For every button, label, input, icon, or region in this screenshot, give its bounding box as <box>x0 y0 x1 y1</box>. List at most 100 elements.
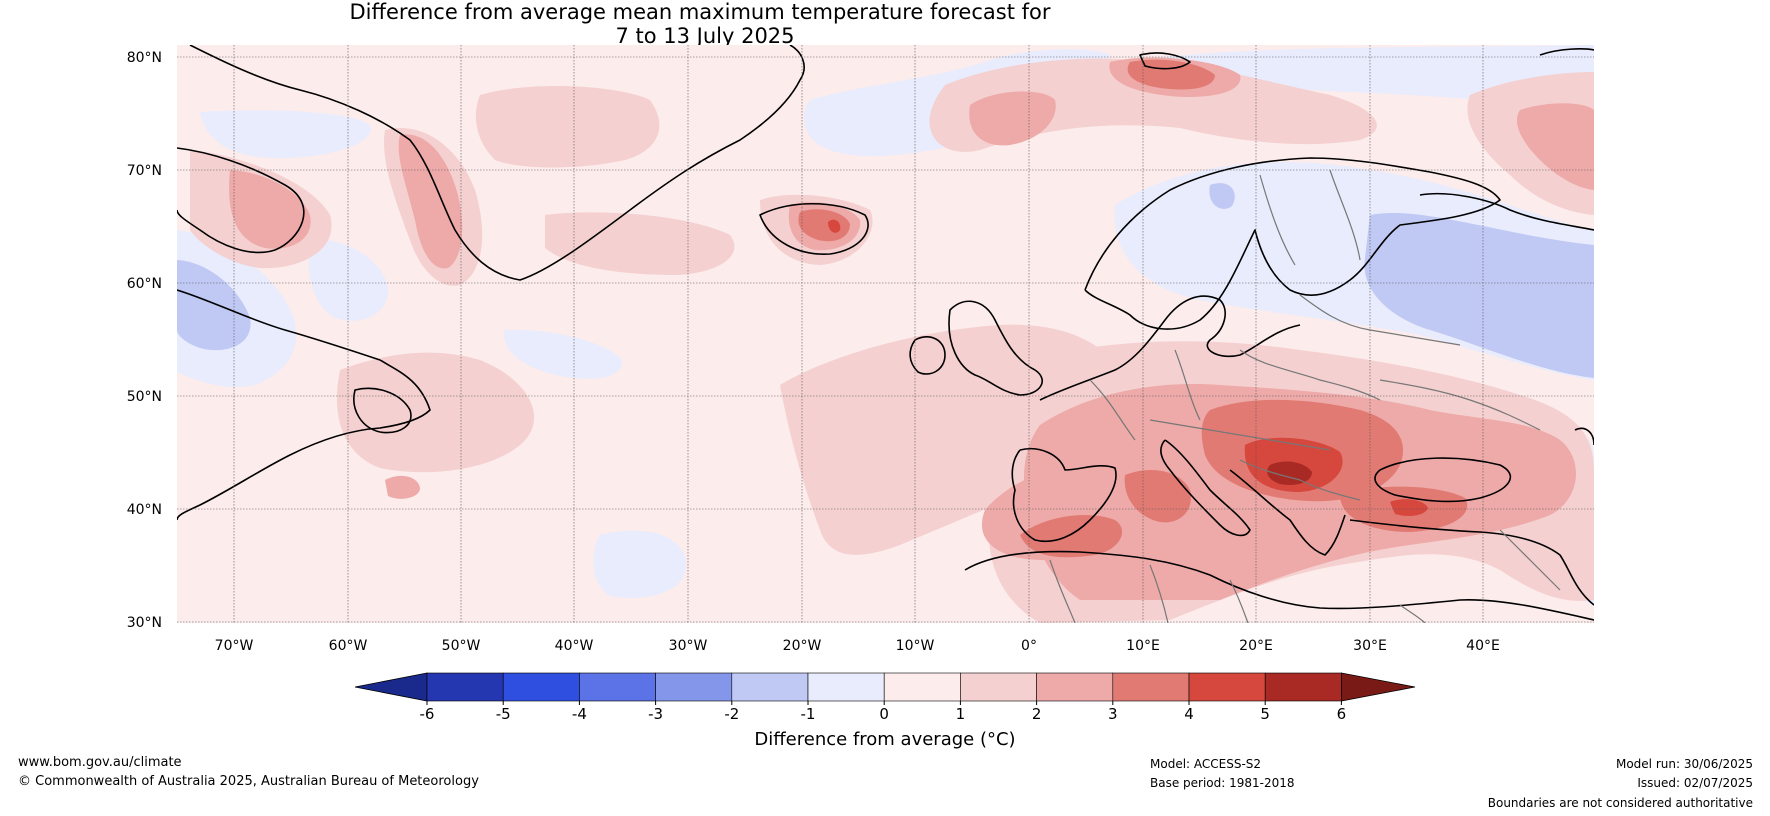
latitude-label: 60°N <box>127 276 162 292</box>
iberia-coast <box>1011 448 1117 543</box>
colorbar-tick-label: 4 <box>1184 705 1194 723</box>
anomaly-positive-greenland-warm <box>398 134 463 269</box>
anomaly-field <box>177 45 1594 623</box>
italy-coast <box>1160 439 1251 537</box>
anomaly-positive-iceland-4 <box>828 219 841 233</box>
longitude-label: 20°W <box>783 638 822 654</box>
iceland-coast <box>759 203 869 255</box>
colorbar-tick-label: -1 <box>801 705 816 723</box>
caspian-coast <box>1574 427 1594 446</box>
greenland-coast <box>189 45 805 281</box>
title-line-1: Difference from average mean maximum tem… <box>349 0 1051 24</box>
longitude-label: 30°E <box>1353 638 1387 654</box>
border-poland-east <box>1239 349 1381 401</box>
anomaly-negative-canada-core <box>177 260 251 351</box>
latitude-label: 70°N <box>127 163 162 179</box>
anomaly-positive-greenland-south <box>545 212 735 275</box>
colorbar-tick-label: -6 <box>420 705 435 723</box>
colorbar-bin <box>807 672 885 702</box>
colorbar: -6 -5 -4 -3 -2 -1 0 1 2 3 4 5 6 <box>354 672 1416 723</box>
anomaly-positive-norway-sea-warm <box>969 91 1056 146</box>
colorbar-bin <box>883 672 961 702</box>
anomaly-positive-labrador-sea <box>336 352 535 473</box>
anomaly-positive-balkans-5 <box>1267 461 1312 485</box>
anomaly-positive-black-sea-4 <box>1390 499 1428 516</box>
title-line-2: 7 to 13 July 2025 <box>615 24 795 48</box>
model-run-text: Model run: 30/06/2025 <box>1615 757 1753 771</box>
colorbar-tick-label: 3 <box>1108 705 1118 723</box>
colorbar-extension-low <box>354 672 428 702</box>
border-germany-poland <box>1174 349 1201 421</box>
colorbar-bin <box>1112 672 1190 702</box>
colorbar-bin <box>1036 672 1114 702</box>
anomaly-negative-azores <box>593 530 686 598</box>
colorbar-tick-label: 6 <box>1337 705 1347 723</box>
colorbar-tick-label: -5 <box>496 705 511 723</box>
anomaly-negative-baltic <box>1209 183 1235 209</box>
border-balkans <box>1239 459 1361 501</box>
colorbar-bin <box>731 672 809 702</box>
colorbar-bin <box>655 672 733 702</box>
border-central-europe <box>1149 419 1331 451</box>
border-ukraine <box>1379 379 1541 431</box>
latitude-label: 80°N <box>127 50 162 66</box>
svalbard-coast <box>1139 52 1191 70</box>
border-france-germany <box>1089 379 1136 441</box>
anomaly-negative-labrador <box>200 110 371 159</box>
colorbar-bin <box>426 672 504 702</box>
balkans-coast <box>1229 469 1346 556</box>
colorbar-tick-label: 5 <box>1260 705 1270 723</box>
coastlines <box>177 45 1594 621</box>
colorbar-bin <box>579 672 656 702</box>
longitude-labels: 70°W 60°W 50°W 40°W 30°W 20°W 10°W 0° 10°E 20°E 30… <box>215 638 1500 654</box>
longitude-label: 20°E <box>1239 638 1273 654</box>
model-text: Model: ACCESS-S2 <box>1150 757 1262 771</box>
ireland-coast <box>909 336 946 375</box>
anomaly-negative-russia <box>1364 212 1594 378</box>
longitude-label: 10°W <box>896 638 935 654</box>
colorbar-tick-label: -2 <box>724 705 739 723</box>
latitude-label: 50°N <box>127 389 162 405</box>
turkey-coast <box>1349 519 1594 606</box>
scandinavia-coast <box>1084 157 1501 330</box>
border-scandinavia <box>1259 169 1361 266</box>
latitude-label: 30°N <box>127 615 162 631</box>
colorbar-extension-high <box>1341 672 1416 702</box>
black-sea-coast <box>1374 457 1512 503</box>
disclaimer-text: Boundaries are not considered authoritat… <box>1487 796 1753 810</box>
colorbar-tick-label: 2 <box>1032 705 1042 723</box>
russia-north-coast <box>1419 192 1594 231</box>
longitude-label: 40°W <box>555 638 594 654</box>
north-africa-coast <box>964 550 1594 621</box>
longitude-label: 50°W <box>442 638 481 654</box>
border-north-africa <box>1049 559 1426 623</box>
latitude-label: 40°N <box>127 502 162 518</box>
colorbar-bin <box>1264 672 1342 702</box>
copyright-text: © Commonwealth of Australia 2025, Austra… <box>18 774 479 789</box>
anomaly-positive-east-arctic-warm <box>1516 103 1594 190</box>
anomaly-positive-atlantic-north <box>475 85 660 168</box>
labrador-coast <box>177 289 431 521</box>
longitude-label: 60°W <box>329 638 368 654</box>
gridlines <box>177 45 1594 623</box>
map-title: Difference from average mean maximum tem… <box>0 0 1400 48</box>
anomaly-negative-atlantic-n <box>504 329 623 379</box>
anomaly-positive-north-africa-3 <box>1020 515 1123 558</box>
colorbar-bin <box>502 672 580 702</box>
longitude-label: 70°W <box>215 638 254 654</box>
colorbar-tick-label: -4 <box>572 705 587 723</box>
country-borders <box>1049 169 1561 623</box>
issued-text: Issued: 02/07/2025 <box>1637 776 1753 790</box>
longitude-label: 10°E <box>1126 638 1160 654</box>
website-link[interactable]: www.bom.gov.au/climate <box>18 755 182 770</box>
colorbar-tick-label: -3 <box>648 705 663 723</box>
novaya-zemlya-coast <box>1539 48 1594 56</box>
border-middle-east <box>1499 529 1561 591</box>
longitude-label: 40°E <box>1466 638 1500 654</box>
colorbar-tick-label: 1 <box>956 705 966 723</box>
base-period-text: Base period: 1981-2018 <box>1150 776 1295 790</box>
colorbar-label: Difference from average (°C) <box>754 729 1016 750</box>
europe-west-coast <box>1039 295 1301 401</box>
newfoundland-coast <box>353 387 412 434</box>
colorbar-bin <box>960 672 1037 702</box>
